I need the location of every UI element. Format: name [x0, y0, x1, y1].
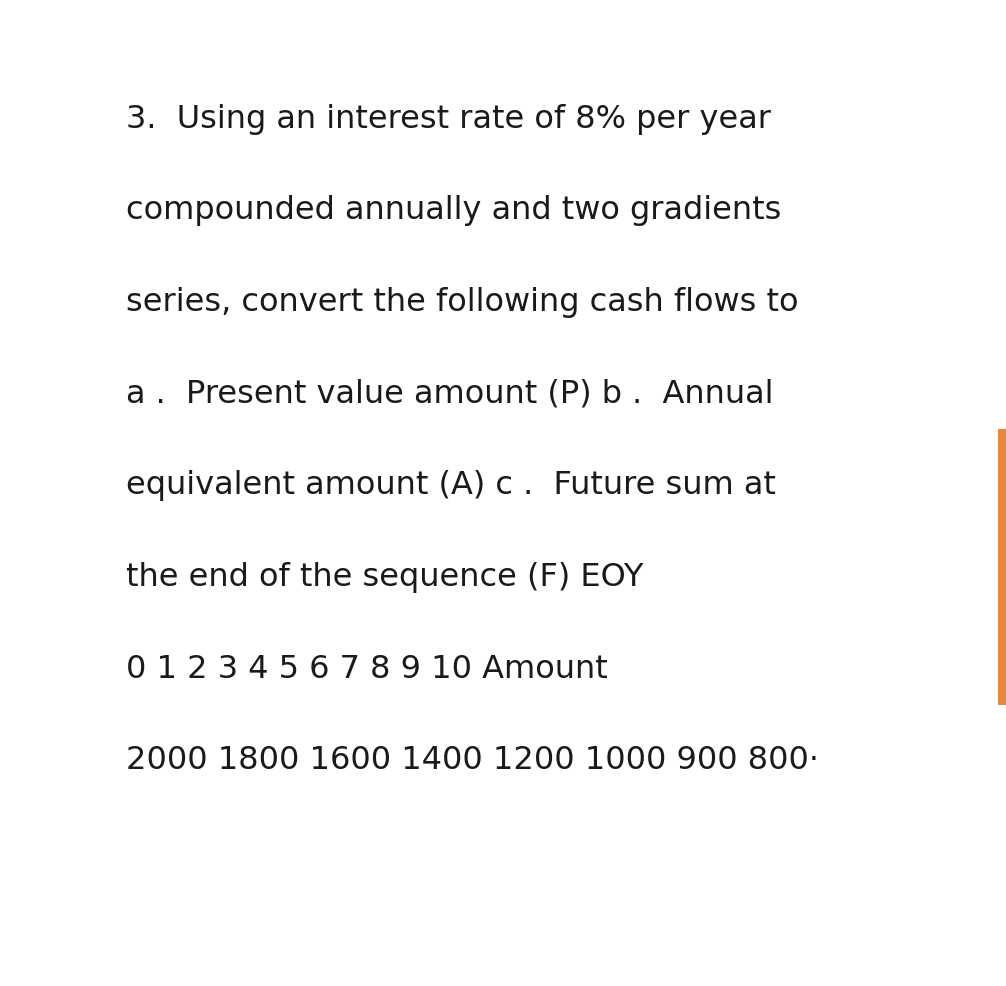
Text: equivalent amount (A) c .  Future sum at: equivalent amount (A) c . Future sum at — [126, 470, 776, 501]
Text: compounded annually and two gradients: compounded annually and two gradients — [126, 195, 781, 226]
Text: a .  Present value amount (P) b .  Annual: a . Present value amount (P) b . Annual — [126, 379, 774, 409]
Text: series, convert the following cash flows to: series, convert the following cash flows… — [126, 287, 798, 317]
Text: the end of the sequence (F) EOY: the end of the sequence (F) EOY — [126, 562, 643, 593]
Text: 0 1 2 3 4 5 6 7 8 9 10 Amount: 0 1 2 3 4 5 6 7 8 9 10 Amount — [126, 654, 608, 684]
FancyBboxPatch shape — [998, 429, 1006, 705]
Text: 2000 1800 1600 1400 1200 1000 900 800·: 2000 1800 1600 1400 1200 1000 900 800· — [126, 745, 819, 776]
Text: 3.  Using an interest rate of 8% per year: 3. Using an interest rate of 8% per year — [126, 104, 771, 134]
